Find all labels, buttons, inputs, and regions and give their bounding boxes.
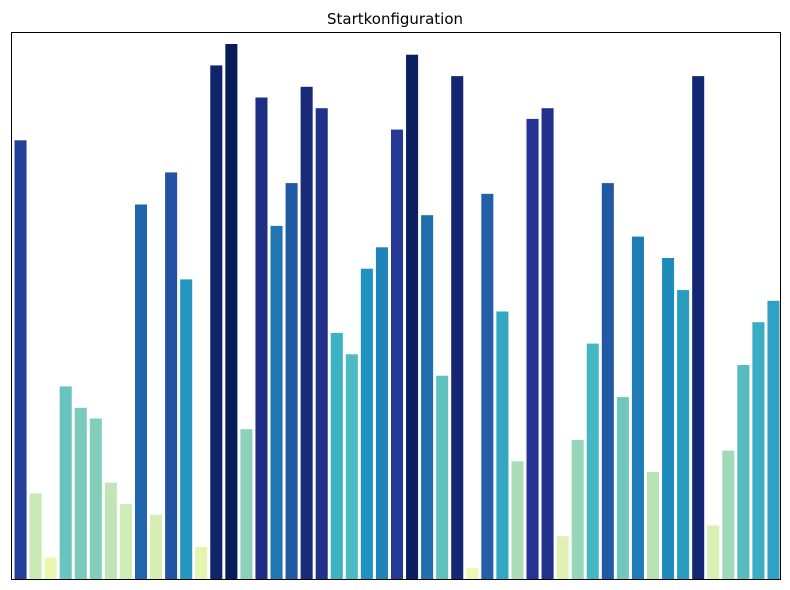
bar-36: [541, 108, 554, 579]
bar-50: [752, 322, 765, 579]
bar-47: [707, 525, 720, 579]
bar-46: [692, 76, 705, 579]
bar-34: [511, 461, 524, 579]
bar-51: [767, 300, 780, 579]
bar-17: [255, 97, 268, 579]
bar-38: [571, 439, 584, 579]
bar-7: [104, 482, 117, 579]
bar-2: [29, 493, 42, 579]
bar-12: [180, 279, 193, 579]
bar-29: [436, 375, 449, 579]
bar-1: [14, 140, 27, 580]
bar-27: [406, 54, 419, 579]
bar-31: [466, 568, 479, 579]
bar-37: [556, 536, 569, 579]
bar-35: [526, 118, 539, 580]
bar-42: [631, 236, 644, 579]
bar-18: [270, 225, 283, 579]
bar-8: [119, 504, 132, 579]
bar-11: [165, 172, 178, 579]
bar-3: [44, 557, 57, 579]
bar-13: [195, 546, 208, 579]
bar-6: [89, 418, 102, 579]
bar-19: [285, 183, 298, 579]
bar-49: [737, 365, 750, 579]
bar-22: [330, 332, 343, 579]
bar-25: [375, 247, 388, 580]
bar-10: [150, 514, 163, 579]
bar-16: [240, 429, 253, 579]
axes-frame: [11, 32, 781, 580]
bar-32: [481, 193, 494, 580]
bar-40: [601, 183, 614, 579]
bar-23: [345, 354, 358, 579]
bar-39: [586, 343, 599, 579]
bars-group: [14, 44, 780, 580]
bar-14: [210, 65, 223, 579]
bar-21: [315, 108, 328, 579]
bar-20: [300, 86, 313, 580]
bar-26: [390, 129, 404, 579]
bar-9: [134, 204, 148, 579]
bar-48: [722, 450, 735, 579]
bar-30: [451, 76, 464, 579]
bar-41: [616, 397, 629, 579]
bar-15: [225, 44, 238, 579]
chart-title: Startkonfiguration: [327, 10, 463, 28]
bar-44: [662, 258, 675, 579]
bar-24: [360, 268, 373, 579]
bar-4: [59, 386, 72, 579]
bar-43: [646, 472, 660, 579]
bar-5: [74, 407, 87, 579]
bar-33: [496, 311, 509, 579]
bar-45: [677, 290, 690, 579]
bar-28: [421, 215, 434, 579]
